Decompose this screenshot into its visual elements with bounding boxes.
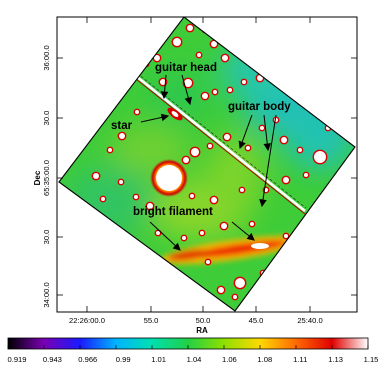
point-source [119, 180, 123, 184]
point-source [202, 93, 208, 99]
point-source [134, 195, 138, 199]
arrow-star-head [160, 113, 170, 122]
point-source [221, 223, 227, 229]
point-source [119, 133, 125, 139]
annotation-star: star [111, 120, 133, 132]
colorbar-tick-label-7: 1.08 [257, 355, 272, 364]
arrow-guitar-body-3-head [259, 198, 267, 208]
y-axis-tick-center: 65:35:00.0 [42, 160, 51, 196]
point-source [298, 148, 302, 152]
x-tick-label-3: 45.0 [249, 316, 264, 325]
colorbar-tick-label-4: 1.01 [151, 355, 166, 364]
point-source [211, 41, 217, 47]
x-tick-label-1: 55.0 [144, 316, 159, 325]
point-source [240, 188, 244, 192]
point-source [147, 203, 153, 209]
y-tick-label-2: 30.0 [42, 230, 51, 245]
point-source [260, 126, 264, 130]
arrow-guitar-body-2-head [263, 143, 272, 152]
x-axis-label: RA [196, 326, 208, 335]
annotation-arrows [140, 74, 277, 251]
point-source [218, 287, 224, 293]
point-source [281, 137, 287, 143]
colorbar-tick-label-2: 0.966 [78, 355, 97, 364]
colorbar-tick-label-5: 1.04 [187, 355, 202, 364]
point-source [224, 134, 230, 140]
point-source [233, 295, 237, 299]
x-tick-label-2: 50.0 [196, 316, 211, 325]
point-source [160, 79, 166, 85]
point-source [222, 55, 228, 61]
point-source [108, 148, 112, 152]
arrow-guitar-head-1-head [160, 91, 169, 100]
point-source [283, 177, 289, 183]
point-source [213, 90, 217, 94]
annotation-bright-filament: bright filament [133, 206, 213, 218]
point-source [173, 38, 181, 46]
colorbar-tick-label-10: 1.15 [364, 355, 379, 364]
point-source [314, 151, 326, 163]
point-source [191, 148, 199, 156]
point-source [135, 110, 139, 114]
point-source [284, 234, 288, 238]
y-tick-label-0: 36:00.0 [42, 45, 51, 70]
point-source [235, 278, 245, 288]
point-source [228, 88, 232, 92]
annotation-guitar-body: guitar body [228, 101, 291, 113]
point-source [211, 197, 217, 203]
arrow-guitar-body-1-head [238, 140, 246, 150]
point-source [208, 144, 212, 148]
point-source [183, 157, 189, 163]
point-source [206, 260, 210, 264]
axis-tick-marks [57, 17, 357, 312]
x-tick-label-4: 25:40.0 [297, 316, 322, 325]
point-source [182, 236, 186, 240]
colorbar-tick-label-9: 1.13 [328, 355, 343, 364]
point-source [184, 79, 192, 87]
point-source [101, 197, 105, 201]
colorbar-tick-marks [7, 345, 369, 349]
colorbar-tick-label-3: 0.99 [116, 355, 131, 364]
point-source [93, 173, 99, 179]
colorbar-tick-label-6: 1.06 [222, 355, 237, 364]
colorbar-tick-label-8: 1.11 [293, 355, 307, 364]
point-source [154, 55, 160, 61]
y-tick-label-1: 30.0 [42, 111, 51, 126]
arrow-filament-1 [149, 221, 181, 251]
arrow-filament-2-head [246, 232, 255, 241]
point-source [200, 231, 204, 235]
colorbar-tick-label-0: 0.919 [7, 355, 26, 364]
point-source [242, 80, 246, 84]
point-source [304, 173, 308, 177]
x-tick-label-0: 22:26:00.0 [69, 316, 105, 325]
colorbar-tick-labels: 0.919 0.943 0.966 0.99 1.01 1.04 1.06 1.08 1.11 1… [7, 355, 378, 364]
y-axis-label: Dec [33, 170, 42, 185]
point-source [187, 25, 193, 31]
arrow-filament-1-head [172, 242, 181, 251]
y-tick-label-3: 34:00.0 [42, 282, 51, 307]
colorbar-tick-label-1: 0.943 [43, 355, 62, 364]
point-source [190, 194, 194, 198]
point-source [197, 53, 201, 57]
point-source [246, 146, 250, 150]
arrow-guitar-body-3 [261, 114, 277, 207]
point-source [250, 222, 254, 226]
point-source [156, 231, 160, 235]
annotation-guitar-head: guitar head [155, 62, 217, 74]
arrow-guitar-head-2-head [184, 96, 192, 106]
